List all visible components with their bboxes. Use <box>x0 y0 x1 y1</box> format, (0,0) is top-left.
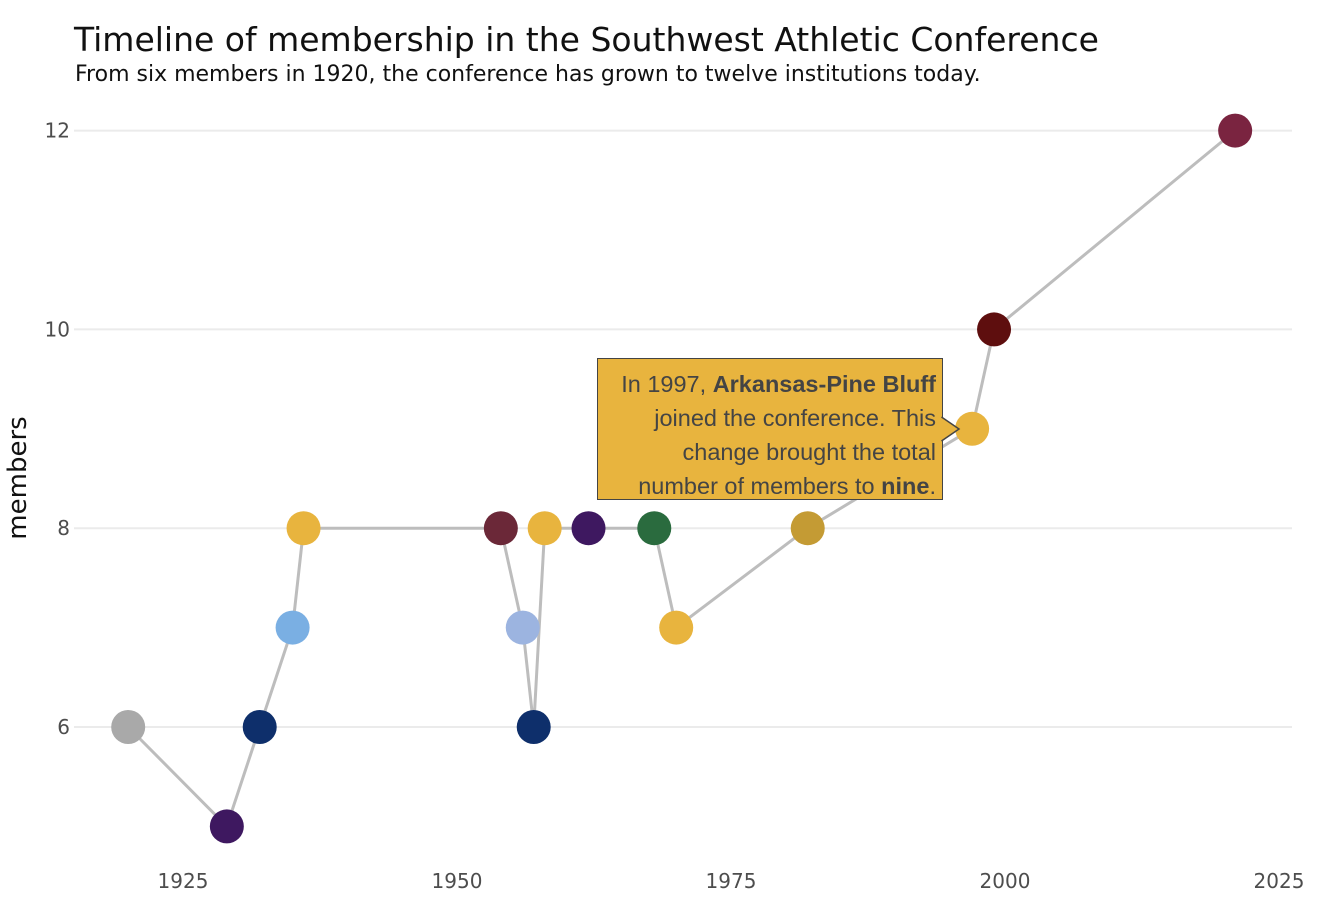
y-tick-label: 8 <box>57 516 70 540</box>
x-tick-label: 2025 <box>1254 869 1305 893</box>
data-point-1920[interactable] <box>111 710 146 744</box>
tooltip-text: . <box>929 473 936 499</box>
data-point-1968[interactable] <box>637 511 672 546</box>
data-point-1997[interactable] <box>955 411 990 446</box>
y-axis-title: members <box>3 416 33 539</box>
y-tick-label: 6 <box>57 715 70 739</box>
data-point-1957[interactable] <box>516 710 551 744</box>
data-point-1958[interactable] <box>527 511 562 546</box>
data-point-1929[interactable] <box>209 809 244 844</box>
data-point-2021[interactable] <box>1218 113 1253 148</box>
tooltip-school: Arkansas-Pine Bluff <box>712 371 936 397</box>
y-tick-label: 12 <box>45 119 70 143</box>
data-point-1970[interactable] <box>659 610 694 645</box>
tooltip-text: , <box>699 371 713 397</box>
data-point-1956[interactable] <box>505 610 540 645</box>
data-point-1962[interactable] <box>571 511 606 546</box>
data-point-1936[interactable] <box>286 511 321 546</box>
data-point-1935[interactable] <box>275 610 310 645</box>
y-axis-ticks: 6 8 10 12 <box>45 119 70 739</box>
x-axis-ticks: 1925 1950 1975 2000 2025 <box>158 869 1305 893</box>
y-tick-label: 10 <box>45 317 70 341</box>
chart-title: Timeline of membership in the Southwest … <box>74 20 1099 59</box>
data-point-1999[interactable] <box>977 312 1012 347</box>
data-point-1932[interactable] <box>242 710 277 744</box>
tooltip-count: nine <box>881 473 930 499</box>
chart-subtitle: From six members in 1920, the conference… <box>75 62 981 87</box>
data-points <box>111 113 1253 844</box>
x-tick-label: 1950 <box>432 869 483 893</box>
x-tick-label: 1975 <box>706 869 757 893</box>
grid-lines <box>74 129 1292 728</box>
x-tick-label: 1925 <box>158 869 209 893</box>
tooltip-year: 1997 <box>647 371 700 397</box>
tooltip-text: In <box>621 371 648 397</box>
tooltip-text: joined the conference. This change broug… <box>638 405 936 499</box>
tooltip-pointer-icon <box>941 416 961 442</box>
hover-tooltip: In 1997, Arkansas-Pine Bluff joined the … <box>597 358 943 500</box>
x-tick-label: 2000 <box>980 869 1031 893</box>
data-point-1982[interactable] <box>790 511 825 546</box>
data-point-1954[interactable] <box>483 511 518 546</box>
